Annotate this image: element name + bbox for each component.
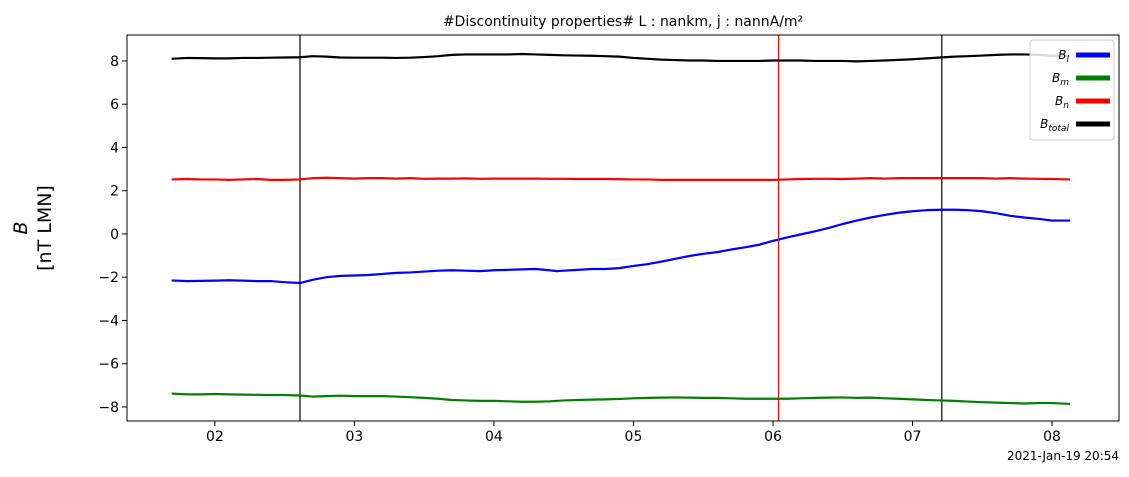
series-line-b-m (171, 392, 1071, 406)
plot-frame (126, 34, 1120, 422)
legend-label-n: Bn (1055, 94, 1069, 111)
plot-background (127, 35, 1119, 421)
legend-label-m: Bm (1052, 71, 1069, 88)
chart-title: #Discontinuity properties# L : nankm, j … (443, 14, 803, 30)
x-tick-label: 02 (206, 429, 224, 445)
y-tick-label: 4 (110, 140, 119, 156)
y-tick-label: 0 (110, 227, 119, 243)
legend-label-l: Bl (1058, 48, 1069, 65)
y-axis-ticks: −8 −6 −4 −2 0 2 4 6 8 (98, 54, 127, 416)
x-tick-label: 07 (904, 429, 922, 445)
legend: Bl Bm Bn Btotal (1029, 39, 1115, 141)
vertical-lines-layer (299, 35, 943, 421)
x-tick-label: 08 (1043, 429, 1061, 445)
footer-timestamp: 2021-Jan-19 20:54 (1007, 449, 1119, 463)
y-tick-label: −2 (98, 270, 119, 286)
y-axis-label-symbol: B (10, 221, 32, 234)
series-layer (171, 52, 1071, 406)
y-tick-label: −6 (98, 357, 119, 373)
y-tick-label: −4 (98, 313, 119, 329)
x-tick-label: 05 (625, 429, 643, 445)
x-axis-ticks: 02 03 04 05 06 07 08 (206, 421, 1061, 445)
series-line-b-l (171, 208, 1071, 285)
series-line-b-total (171, 52, 1071, 63)
legend-box (1029, 39, 1115, 141)
x-tick-label: 04 (485, 429, 503, 445)
y-tick-label: 6 (110, 97, 119, 113)
series-line-b-n (171, 176, 1071, 181)
x-tick-label: 03 (346, 429, 364, 445)
y-tick-label: 2 (110, 184, 119, 200)
x-tick-label: 06 (764, 429, 782, 445)
y-axis-label-unit: [nT LMN] (34, 185, 56, 271)
y-tick-label: −8 (98, 400, 119, 416)
y-tick-label: 8 (110, 54, 119, 70)
legend-label-total: Btotal (1040, 117, 1069, 134)
